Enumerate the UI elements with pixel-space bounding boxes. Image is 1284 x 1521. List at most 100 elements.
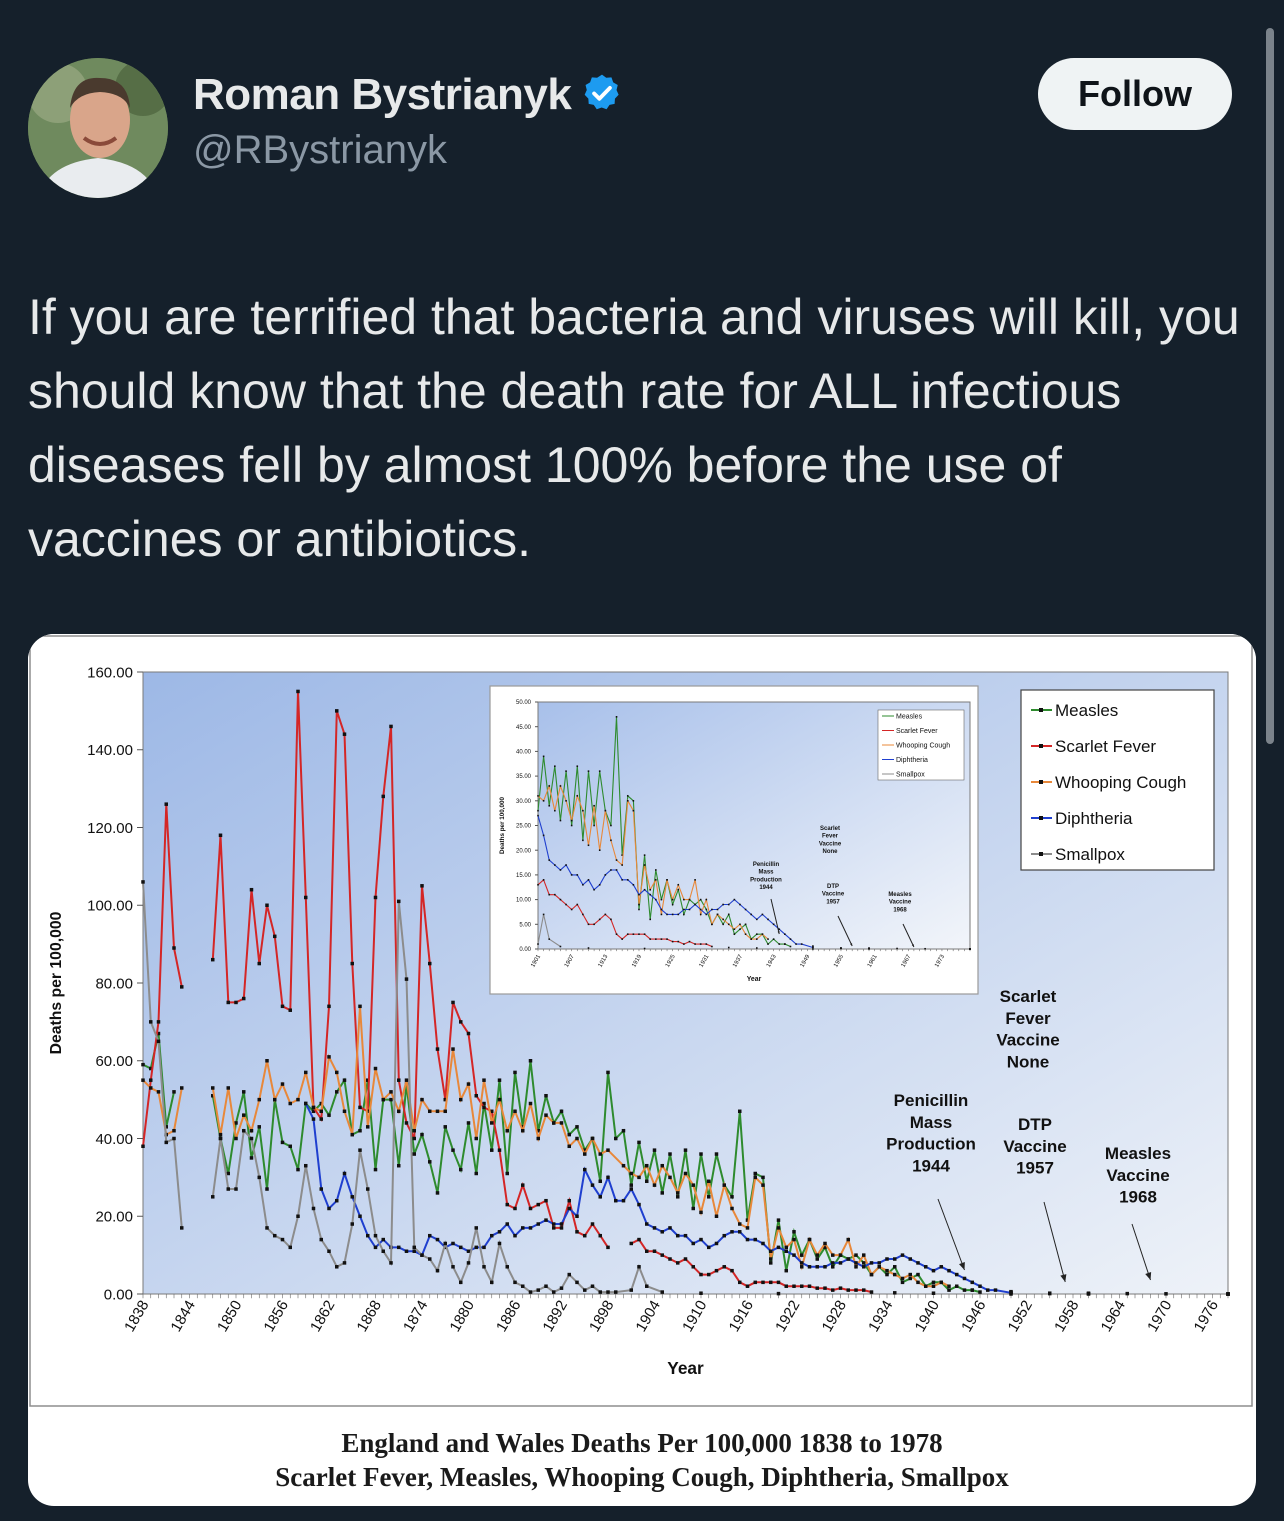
data-point bbox=[722, 923, 724, 926]
data-point bbox=[862, 1261, 866, 1265]
data-point bbox=[443, 1125, 447, 1129]
data-point bbox=[632, 933, 635, 935]
data-point bbox=[745, 1226, 750, 1230]
data-point bbox=[319, 1117, 323, 1121]
data-point bbox=[451, 1047, 455, 1051]
x-axis-title: Year bbox=[747, 976, 762, 983]
data-point bbox=[727, 913, 730, 916]
data-point bbox=[795, 943, 797, 945]
data-point bbox=[800, 943, 803, 945]
data-point bbox=[559, 819, 562, 822]
tweet-media-card[interactable]: 0.00 20.00 40.00 60.00 80.00 100.00 120.00 140.… bbox=[28, 634, 1256, 1506]
data-point bbox=[615, 933, 618, 935]
data-point bbox=[412, 1245, 416, 1250]
data-point bbox=[908, 1272, 912, 1277]
data-point bbox=[699, 1272, 703, 1277]
data-point bbox=[838, 1261, 843, 1265]
data-point bbox=[149, 1020, 153, 1024]
data-point bbox=[443, 1245, 447, 1250]
data-point bbox=[366, 1187, 370, 1191]
avatar[interactable] bbox=[28, 58, 168, 198]
data-point bbox=[459, 1097, 463, 1102]
data-point bbox=[404, 1121, 409, 1125]
data-point bbox=[908, 1257, 912, 1261]
data-point bbox=[668, 1226, 672, 1230]
data-point bbox=[668, 1152, 672, 1156]
y-tick-label: 35.00 bbox=[516, 774, 532, 780]
annotation-penicillin-arrow bbox=[937, 1198, 965, 1271]
data-point bbox=[172, 946, 176, 950]
inset-legend: Measles Scarlet Fever Whooping Cough Diphth… bbox=[877, 709, 965, 781]
data-point bbox=[548, 938, 551, 940]
data-point bbox=[265, 1059, 269, 1063]
scrollbar[interactable] bbox=[1266, 28, 1274, 744]
inset-legend-label: Whooping Cough bbox=[896, 743, 950, 750]
data-point bbox=[582, 913, 584, 916]
data-point bbox=[548, 893, 551, 896]
author-name[interactable]: Roman Bystrianyk bbox=[193, 70, 572, 119]
data-point bbox=[544, 1113, 548, 1117]
data-point bbox=[699, 898, 702, 901]
data-point bbox=[733, 898, 736, 901]
data-point bbox=[699, 1210, 703, 1215]
data-point bbox=[342, 1171, 347, 1176]
legend-marker bbox=[1039, 708, 1043, 712]
inset-legend-label: Smallpox bbox=[896, 772, 925, 779]
data-point bbox=[649, 893, 652, 896]
data-point bbox=[389, 1261, 393, 1265]
data-point bbox=[537, 814, 539, 817]
data-point bbox=[649, 918, 652, 921]
data-point bbox=[544, 1198, 548, 1203]
data-point bbox=[582, 839, 584, 842]
data-point bbox=[576, 903, 579, 906]
data-point bbox=[559, 1222, 564, 1226]
inset-annotation-scarlet-fever-line: Fever bbox=[822, 834, 839, 840]
data-point bbox=[671, 903, 674, 906]
data-point bbox=[738, 1222, 742, 1226]
data-point bbox=[576, 765, 579, 768]
data-point bbox=[319, 1101, 323, 1106]
data-point bbox=[784, 1249, 788, 1253]
data-point bbox=[451, 1241, 455, 1246]
inset-plot: 0.00 5.00 10.00 15.00 20.00 25.00 30.00 35.00 40… bbox=[489, 685, 979, 995]
data-point bbox=[604, 874, 607, 876]
follow-button[interactable]: Follow bbox=[1038, 58, 1232, 130]
data-point bbox=[265, 1226, 269, 1230]
series-line-scarlet-fever bbox=[142, 804, 183, 1147]
data-point bbox=[753, 1237, 757, 1242]
data-point bbox=[288, 1144, 292, 1149]
data-point bbox=[542, 913, 545, 916]
data-point bbox=[559, 1109, 564, 1114]
data-point bbox=[637, 1175, 641, 1180]
data-point bbox=[381, 794, 385, 799]
author-handle[interactable]: @RBystrianyk bbox=[193, 128, 447, 172]
data-point bbox=[632, 809, 635, 812]
data-point bbox=[587, 923, 590, 926]
data-point bbox=[714, 1152, 719, 1156]
data-point bbox=[761, 1175, 765, 1180]
data-point bbox=[420, 1132, 424, 1137]
data-point bbox=[730, 1230, 734, 1234]
legend-label-smallpox: Smallpox bbox=[1055, 845, 1125, 864]
data-point bbox=[593, 923, 595, 926]
data-point bbox=[490, 1148, 494, 1152]
data-point bbox=[513, 1206, 517, 1211]
inset-annotation-measles-vaccine-arrowhead bbox=[911, 944, 914, 947]
data-point bbox=[1164, 1292, 1168, 1296]
annotation-measles-vaccine-line: Measles bbox=[1105, 1144, 1171, 1163]
annotation-scarlet-fever-line: Scarlet bbox=[1000, 987, 1057, 1006]
y-tick-label: 45.00 bbox=[516, 725, 532, 731]
data-point bbox=[677, 913, 680, 916]
data-point bbox=[733, 928, 736, 931]
data-point bbox=[273, 1097, 277, 1102]
data-point bbox=[172, 1128, 176, 1133]
data-point bbox=[587, 879, 590, 881]
data-point bbox=[993, 1288, 998, 1292]
data-point bbox=[761, 1183, 765, 1187]
data-point bbox=[249, 887, 254, 892]
data-point bbox=[677, 888, 680, 891]
data-point bbox=[327, 1113, 331, 1117]
data-point bbox=[559, 869, 562, 871]
data-point bbox=[428, 1233, 432, 1238]
annotation-penicillin-line: 1944 bbox=[912, 1156, 950, 1175]
